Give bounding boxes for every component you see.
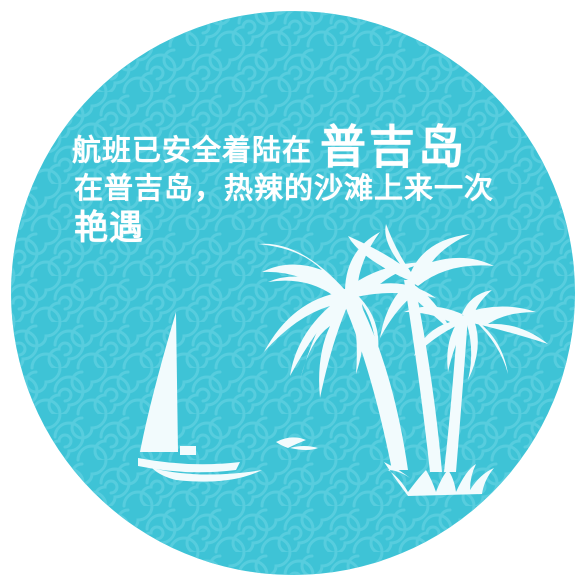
headline-line-3: 艳遇 (74, 208, 144, 248)
palm-tree-icon (404, 290, 548, 472)
palm-tree-icon (348, 224, 494, 472)
headline-line-1-prefix: 航班已安全着陆在 (72, 133, 313, 167)
sailboat-icon (138, 312, 262, 482)
destination-name: 普吉岛 (320, 120, 468, 174)
headline-line-1: 航班已安全着陆在 普吉岛 (72, 124, 467, 170)
headline-line-2: 在普吉岛，热辣的沙滩上来一次 (74, 171, 495, 205)
grass-icon (384, 462, 494, 496)
wave-icon (276, 437, 318, 450)
